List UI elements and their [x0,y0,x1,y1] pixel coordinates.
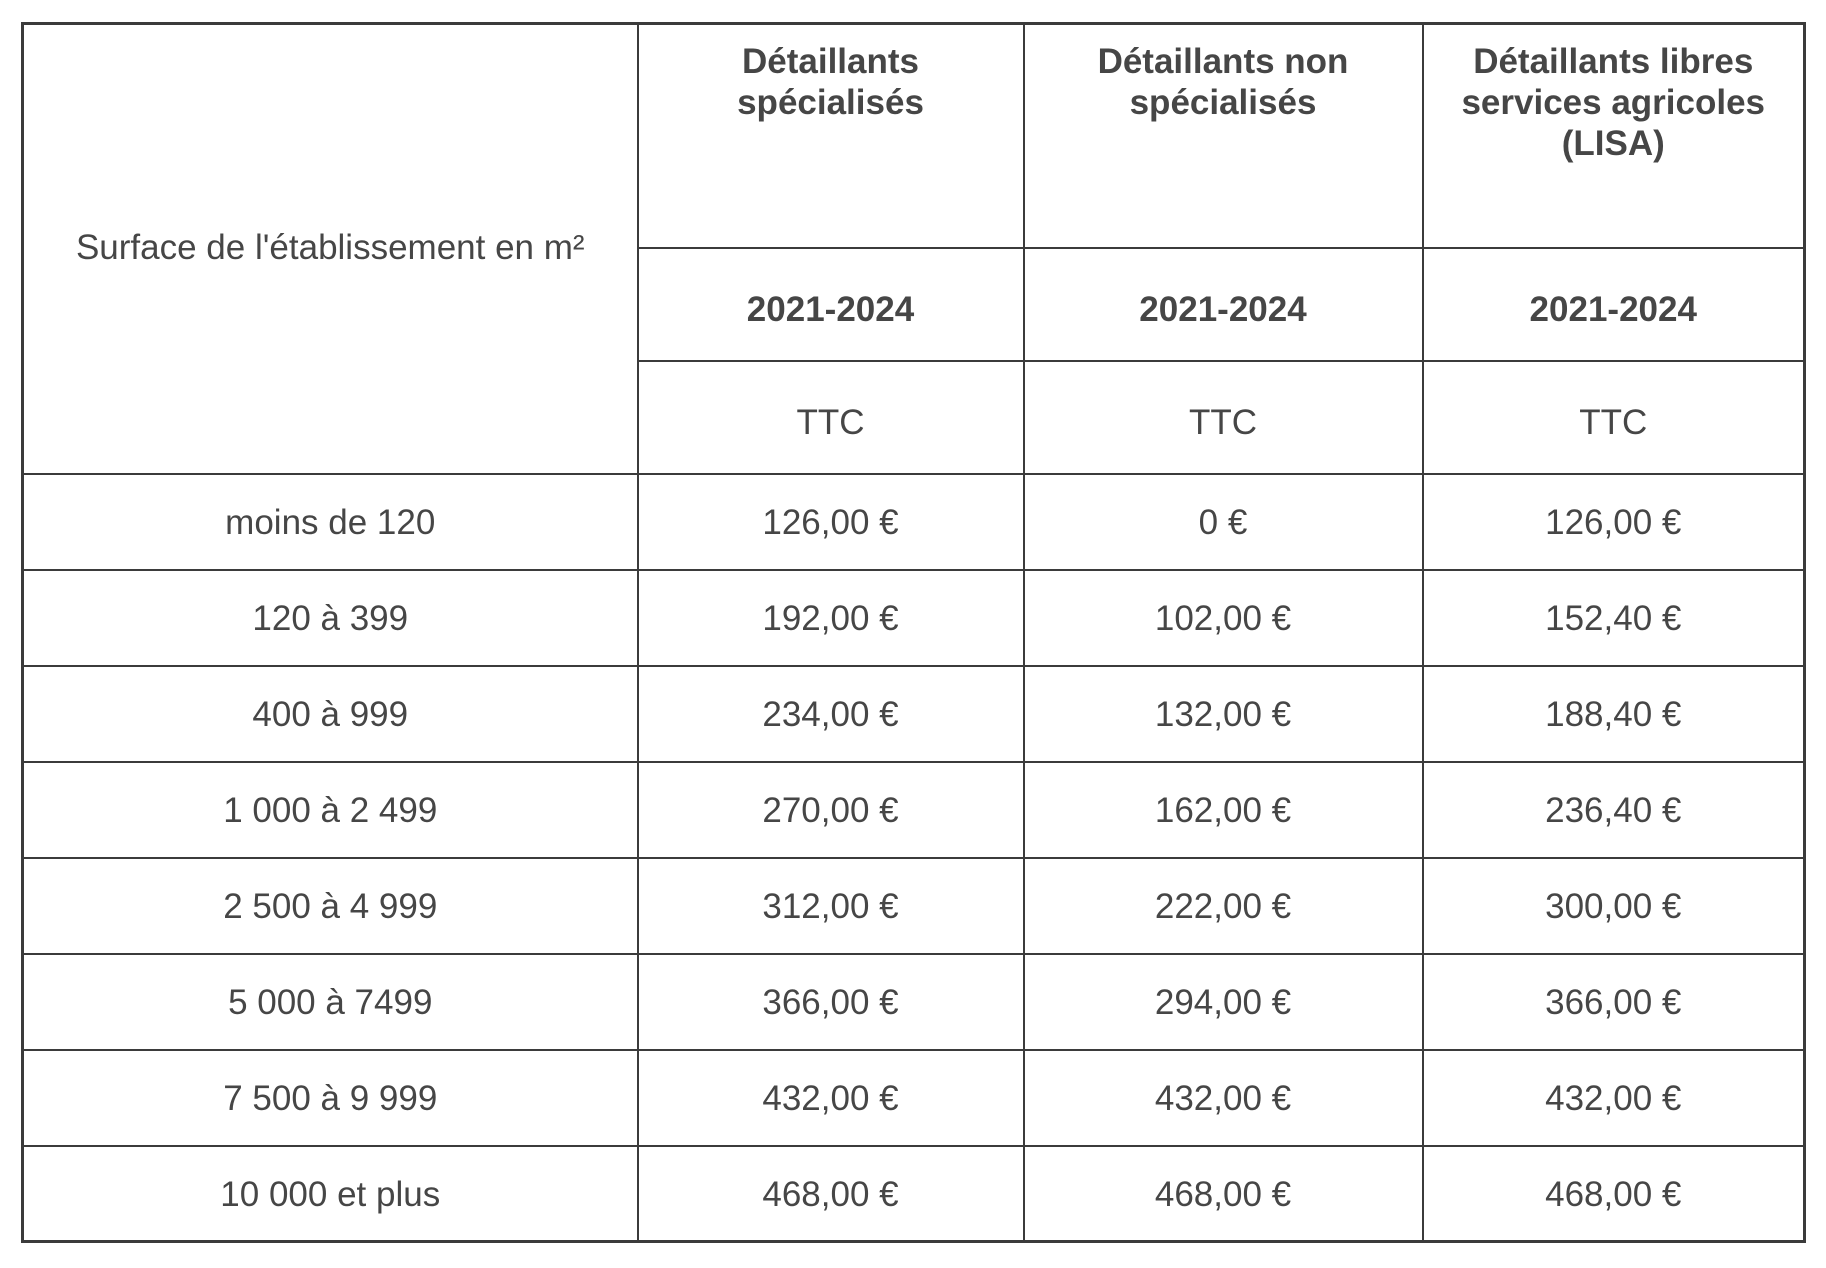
column-title-detaillants-specialises: Détaillants spécialisés [636,22,1025,249]
surface-range-cell: moins de 120 [21,472,639,571]
surface-range-cell: 5 000 à 7499 [21,952,639,1051]
price-cell: 236,40 € [1421,760,1806,859]
price-cell: 432,00 € [1421,1048,1806,1147]
table-row: 5 000 à 7499 366,00 € 294,00 € 366,00 € [21,952,1806,1051]
table-row: 120 à 399 192,00 € 102,00 € 152,40 € [21,568,1806,667]
price-cell: 468,00 € [1421,1144,1806,1243]
ttc-header: TTC [1022,359,1424,475]
price-cell: 366,00 € [636,952,1025,1051]
price-cell: 270,00 € [636,760,1025,859]
header-titles-row: Surface de l'établissement en m² Détaill… [21,22,1806,475]
tariff-table: Surface de l'établissement en m² Détaill… [21,22,1806,1243]
header-period-row: 2021-2024 2021-2024 2021-2024 [23,246,1806,362]
table-row: moins de 120 126,00 € 0 € 126,00 € [21,472,1806,571]
price-cell: 432,00 € [1022,1048,1424,1147]
table-row: 7 500 à 9 999 432,00 € 432,00 € 432,00 € [21,1048,1806,1147]
surface-range-cell: 10 000 et plus [21,1144,639,1243]
price-cell: 162,00 € [1022,760,1424,859]
period-header: 2021-2024 [1421,246,1806,362]
table-row: 10 000 et plus 468,00 € 468,00 € 468,00 … [21,1144,1806,1243]
table-body: moins de 120 126,00 € 0 € 126,00 € 120 à… [21,472,1806,1243]
price-cell: 234,00 € [636,664,1025,763]
price-cell: 468,00 € [636,1144,1025,1243]
price-cell: 132,00 € [1022,664,1424,763]
table-row: 1 000 à 2 499 270,00 € 162,00 € 236,40 € [21,760,1806,859]
price-cell: 188,40 € [1421,664,1806,763]
price-cell: 300,00 € [1421,856,1806,955]
surface-range-cell: 1 000 à 2 499 [21,760,639,859]
column-title-detaillants-lisa: Détaillants libres services agricoles (L… [1421,22,1806,249]
price-cell: 312,00 € [636,856,1025,955]
price-cell: 0 € [1022,472,1424,571]
price-cell: 126,00 € [1421,472,1806,571]
price-cell: 152,40 € [1421,568,1806,667]
price-cell: 102,00 € [1022,568,1424,667]
period-header: 2021-2024 [636,246,1025,362]
surface-range-cell: 400 à 999 [21,664,639,763]
table-row: 2 500 à 4 999 312,00 € 222,00 € 300,00 € [21,856,1806,955]
surface-range-cell: 120 à 399 [21,568,639,667]
ttc-header: TTC [636,359,1025,475]
price-cell: 468,00 € [1022,1144,1424,1243]
surface-column-header: Surface de l'établissement en m² [21,22,639,475]
price-cell: 294,00 € [1022,952,1424,1051]
table-header: Surface de l'établissement en m² Détaill… [21,22,1806,475]
header-ttc-row: TTC TTC TTC [23,359,1806,475]
price-cell: 366,00 € [1421,952,1806,1051]
ttc-header: TTC [1421,359,1806,475]
price-cell: 432,00 € [636,1048,1025,1147]
price-cell: 222,00 € [1022,856,1424,955]
surface-range-cell: 2 500 à 4 999 [21,856,639,955]
period-header: 2021-2024 [1022,246,1424,362]
price-cell: 126,00 € [636,472,1025,571]
surface-range-cell: 7 500 à 9 999 [21,1048,639,1147]
price-cell: 192,00 € [636,568,1025,667]
column-title-detaillants-non-specialises: Détaillants non spécialisés [1022,22,1424,249]
table-row: 400 à 999 234,00 € 132,00 € 188,40 € [21,664,1806,763]
